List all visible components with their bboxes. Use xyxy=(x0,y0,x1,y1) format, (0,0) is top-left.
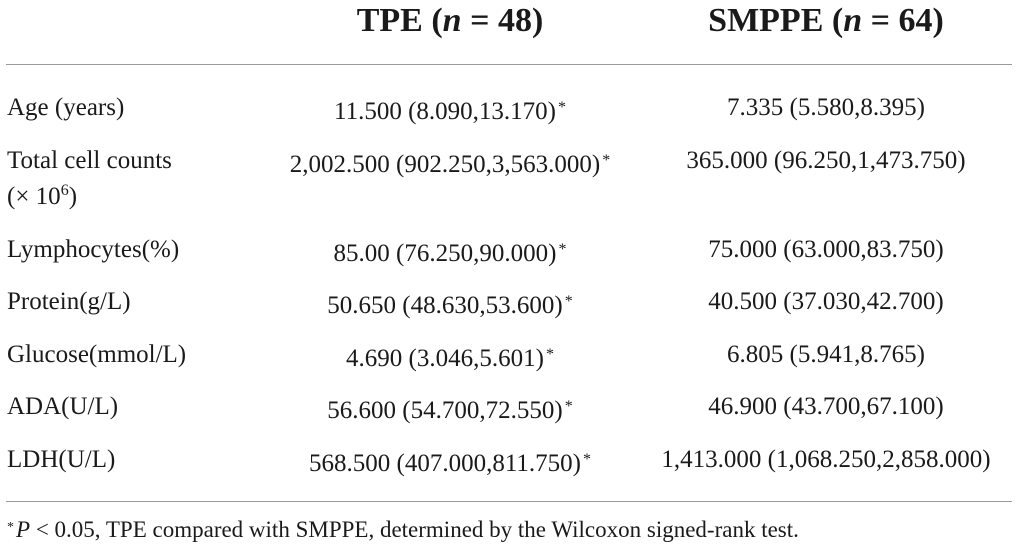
smppe-value: 7.335 (5.580,8.395) xyxy=(727,94,925,121)
smppe-value: 1,413.000 (1,068.250,2,858.000) xyxy=(661,446,991,473)
footnote-p-symbol: P xyxy=(16,517,31,542)
tpe-value-text: 568.500 (407.000,811.750) xyxy=(309,450,581,477)
row-label: ADA(U/L) xyxy=(7,393,119,420)
column-header-smppe-name: SMPPE xyxy=(708,2,824,39)
tpe-value-text: 11.500 (8.090,13.170) xyxy=(334,98,556,125)
row-label: Age (years) xyxy=(7,94,125,121)
smppe-value: 6.805 (5.941,8.765) xyxy=(727,341,925,368)
tpe-value-text: 2,002.500 (902.250,3,563.000) xyxy=(289,151,601,178)
significance-mark: * xyxy=(582,451,591,468)
row-label-exponent: 6 xyxy=(60,182,69,199)
tpe-value: 85.00 (76.250,90.000) * xyxy=(334,232,567,272)
column-header-tpe-name: TPE xyxy=(356,2,423,39)
tpe-value: 568.500 (407.000,811.750) * xyxy=(309,442,591,482)
column-header-tpe-count: = 48) xyxy=(461,2,544,39)
tpe-value: 2,002.500 (902.250,3,563.000) * xyxy=(290,143,610,183)
column-header-smppe: SMPPE (n = 64) xyxy=(708,2,944,40)
table-footnote: *P < 0.05, TPE compared with SMPPE, dete… xyxy=(7,517,799,543)
smppe-value: 365.000 (96.250,1,473.750) xyxy=(686,147,966,174)
significance-mark: * xyxy=(545,346,554,363)
column-header-smppe-count: = 64) xyxy=(862,2,944,39)
table-top-rule xyxy=(6,64,1012,65)
table-bottom-rule xyxy=(6,501,1012,502)
smppe-value: 40.500 (37.030,42.700) xyxy=(708,288,944,315)
column-header-tpe-n-symbol: n xyxy=(442,2,462,39)
row-label: Total cell counts (× 106) xyxy=(7,143,172,215)
tpe-value-text: 85.00 (76.250,90.000) xyxy=(333,240,557,267)
row-label-close: ) xyxy=(68,183,78,210)
smppe-value: 46.900 (43.700,67.100) xyxy=(708,393,944,420)
smppe-value: 75.000 (63.000,83.750) xyxy=(708,236,944,263)
significance-mark: * xyxy=(602,152,611,169)
significance-mark: * xyxy=(558,241,567,258)
row-label-line2: (× 10 xyxy=(7,183,61,210)
column-header-smppe-n-symbol: n xyxy=(843,2,863,39)
row-label: Protein(g/L) xyxy=(7,288,131,315)
footnote-text: < 0.05, TPE compared with SMPPE, determi… xyxy=(30,517,799,542)
column-header-tpe: TPE (n = 48) xyxy=(357,2,544,40)
significance-mark: * xyxy=(564,293,573,310)
tpe-value-text: 56.600 (54.700,72.550) xyxy=(327,397,563,424)
tpe-value: 56.600 (54.700,72.550) * xyxy=(327,389,572,429)
row-label: LDH(U/L) xyxy=(7,446,116,473)
footnote-mark: * xyxy=(7,520,14,535)
tpe-value: 4.690 (3.046,5.601) * xyxy=(346,337,554,377)
tpe-value-text: 4.690 (3.046,5.601) xyxy=(346,345,544,372)
significance-mark: * xyxy=(564,398,573,415)
row-label-line1: Total cell counts xyxy=(7,147,172,174)
row-label: Lymphocytes(%) xyxy=(7,236,180,263)
significance-mark: * xyxy=(557,99,566,116)
tpe-value: 11.500 (8.090,13.170) * xyxy=(334,90,566,130)
column-header-smppe-open: ( xyxy=(823,2,844,39)
row-label: Glucose(mmol/L) xyxy=(7,341,187,368)
column-header-tpe-open: ( xyxy=(422,2,443,39)
tpe-value-text: 50.650 (48.630,53.600) xyxy=(327,292,563,319)
tpe-value: 50.650 (48.630,53.600) * xyxy=(327,284,572,324)
